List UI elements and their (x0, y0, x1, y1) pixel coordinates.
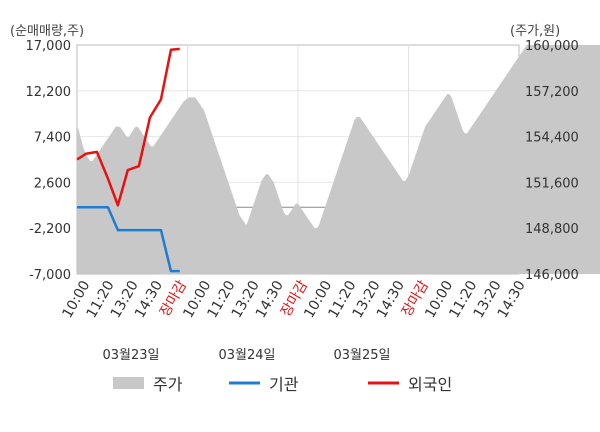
left-tick-label: 12,200 (26, 85, 72, 100)
right-tick-label: 157,200 (525, 85, 579, 100)
right-tick-label: 148,800 (525, 222, 579, 237)
right-axis-label: (주가,원) (510, 24, 560, 39)
right-tick-label: 160,000 (525, 39, 579, 54)
price-area (77, 45, 600, 274)
date-label: 03월24일 (218, 348, 275, 363)
left-tick-label: -2,200 (29, 222, 71, 237)
left-tick-label: 7,400 (34, 131, 71, 146)
left-axis-ticks: 17,000 12,200 7,400 2,600 -2,200 -7,000 (26, 39, 72, 283)
date-label: 03월25일 (333, 348, 390, 363)
price-area-layer (77, 45, 600, 274)
left-axis-label: (순매매량,주) (10, 24, 84, 39)
date-label: 03월23일 (102, 348, 159, 363)
legend-label: 기관 (269, 375, 299, 394)
legend-label: 주가 (153, 375, 183, 394)
date-labels: 03월23일 03월24일 03월25일 (102, 348, 390, 363)
right-tick-label: 151,600 (525, 176, 579, 191)
left-tick-label: 17,000 (26, 39, 72, 54)
legend: 주가 기관 외국인 (113, 375, 452, 394)
left-tick-label: -7,000 (29, 268, 71, 283)
legend-label: 외국인 (408, 375, 452, 394)
legend-swatch-price (113, 377, 144, 389)
x-axis-ticks: 10:0011:2013:2014:30장마감10:0011:2013:2014… (59, 278, 528, 321)
right-tick-label: 154,400 (525, 131, 579, 146)
right-tick-label: 146,000 (525, 268, 579, 283)
left-tick-label: 2,600 (34, 176, 71, 191)
